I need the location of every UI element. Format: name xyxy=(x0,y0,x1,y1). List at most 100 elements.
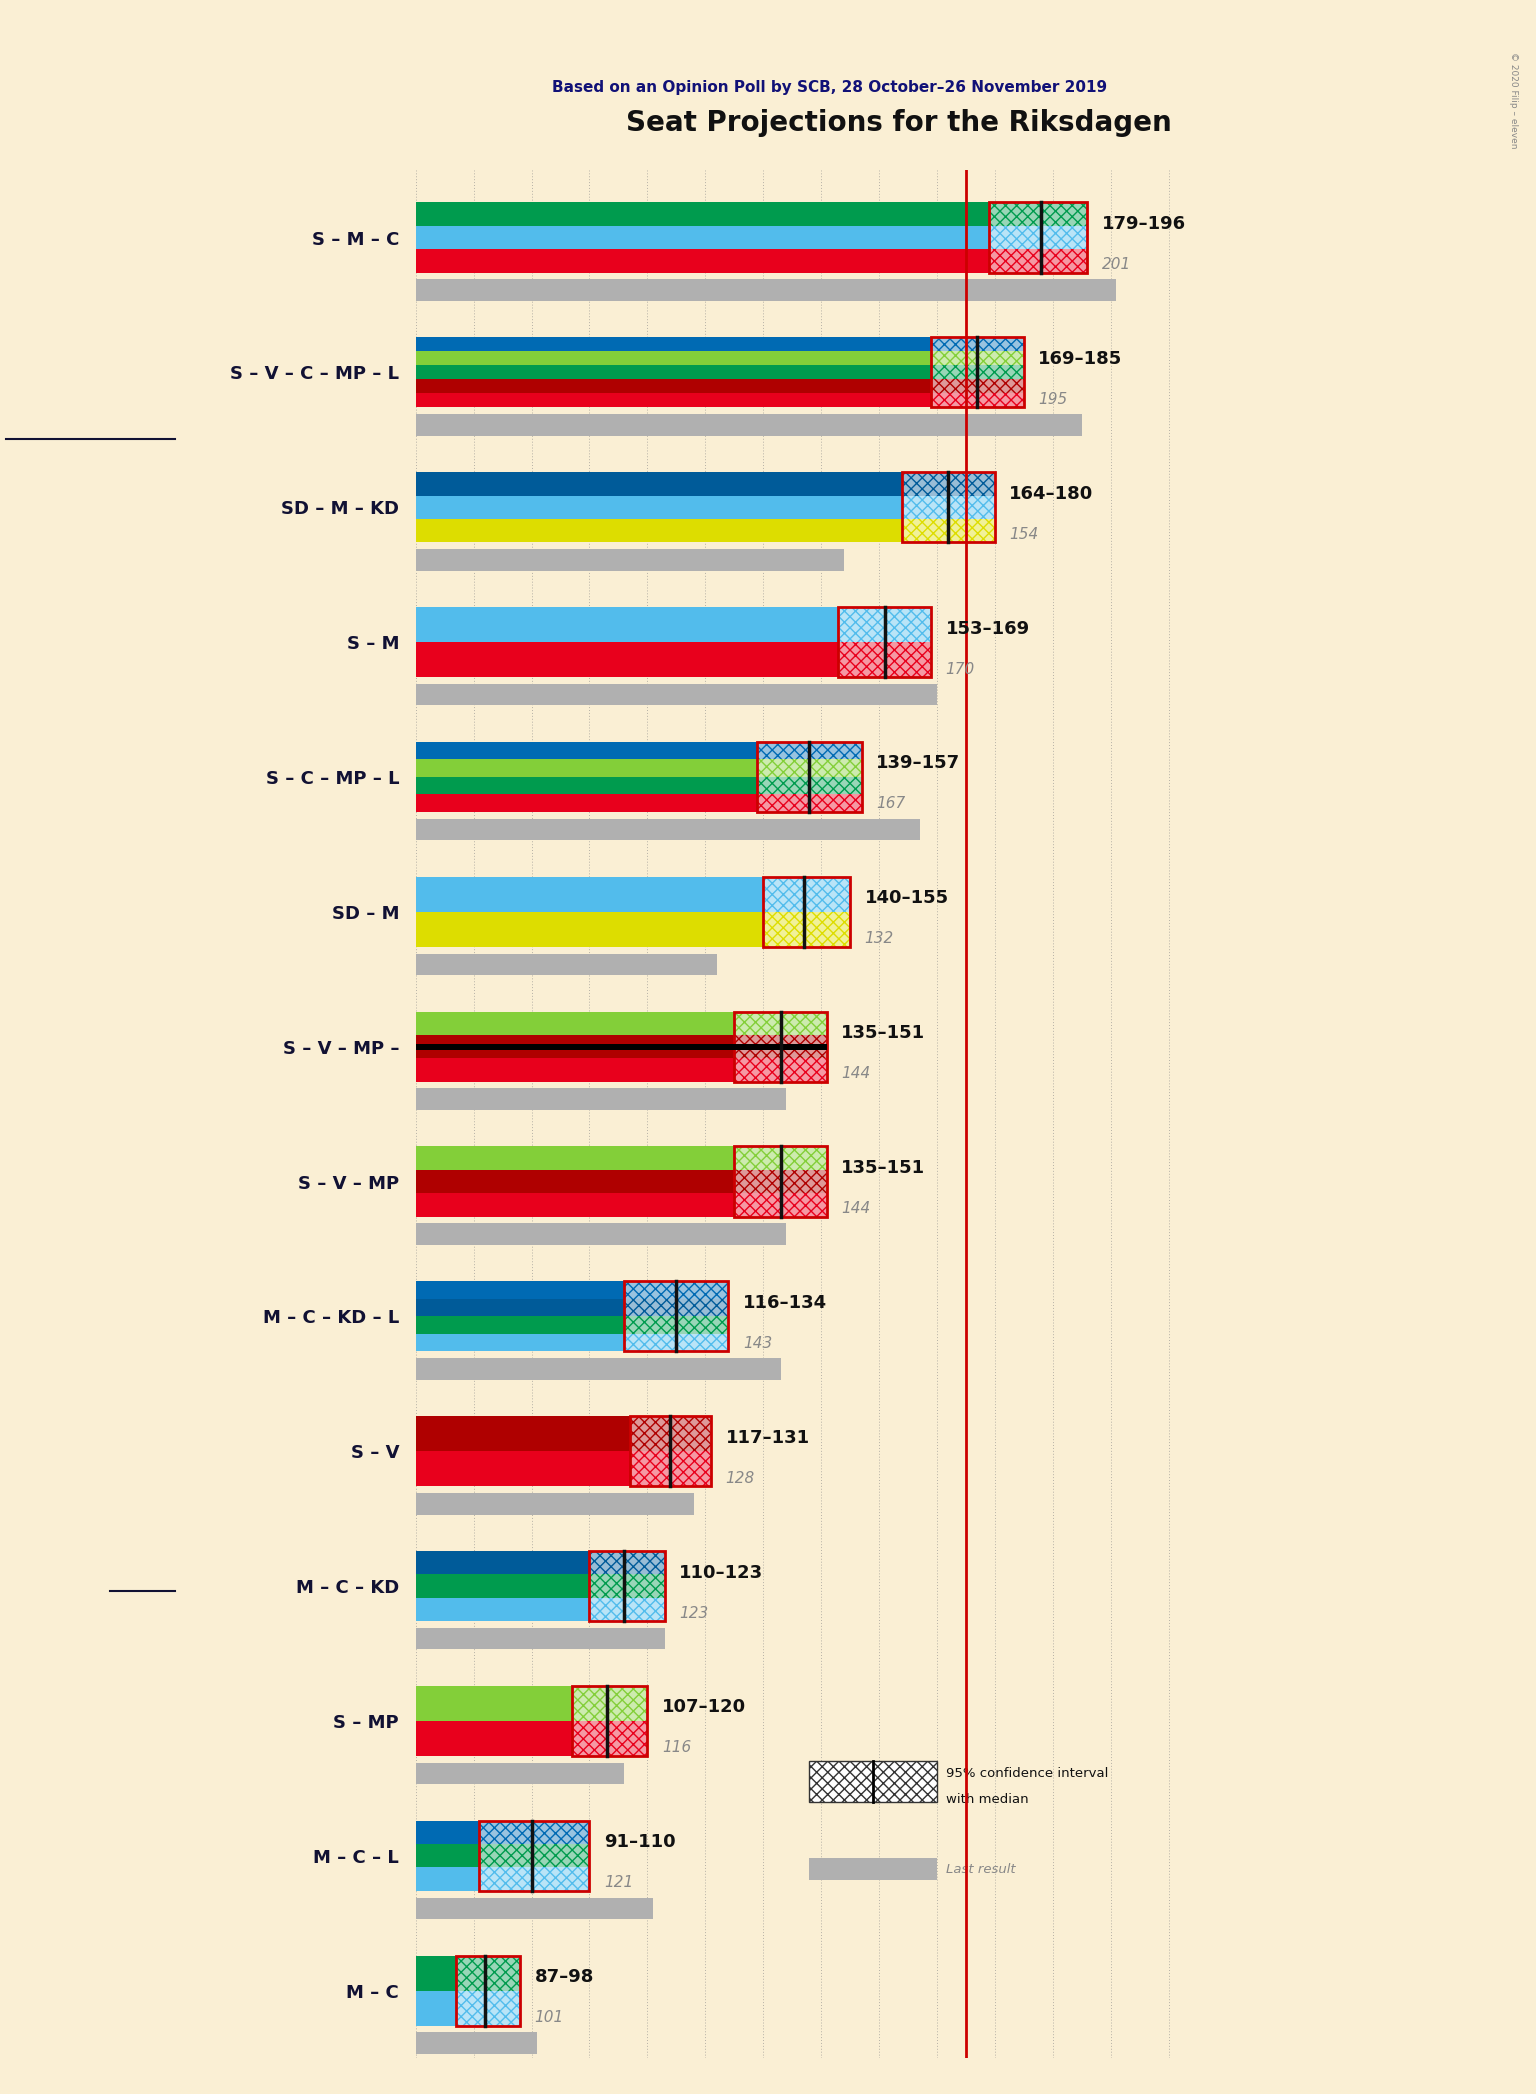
Bar xyxy=(416,1145,826,1171)
Bar xyxy=(931,364,1023,379)
Bar xyxy=(479,1845,590,1868)
Bar xyxy=(416,1845,590,1868)
Bar xyxy=(902,496,995,519)
Bar xyxy=(416,1011,826,1034)
Bar xyxy=(571,1686,647,1721)
Text: 154: 154 xyxy=(1009,528,1038,542)
Bar xyxy=(757,741,862,760)
Bar xyxy=(757,794,862,812)
Bar xyxy=(416,794,862,812)
Bar xyxy=(624,1282,728,1298)
Bar xyxy=(734,1171,826,1194)
Bar xyxy=(571,1721,647,1757)
Bar xyxy=(931,337,1023,352)
Bar xyxy=(757,777,862,794)
Bar xyxy=(757,777,862,794)
Bar xyxy=(590,1598,665,1621)
Bar xyxy=(989,203,1087,272)
Bar xyxy=(734,1011,826,1034)
Bar xyxy=(989,249,1087,272)
Bar xyxy=(416,279,1117,302)
Bar xyxy=(931,394,1023,408)
Bar xyxy=(416,352,1023,364)
Bar xyxy=(734,1194,826,1217)
Bar xyxy=(416,2033,538,2054)
Bar xyxy=(624,1334,728,1351)
Bar xyxy=(902,471,995,496)
Text: with median: with median xyxy=(946,1792,1028,1805)
Bar xyxy=(763,877,849,911)
Bar xyxy=(590,1552,665,1575)
Text: 135–151: 135–151 xyxy=(842,1160,926,1177)
Bar xyxy=(809,1859,937,1880)
Bar xyxy=(416,1043,826,1049)
Text: 195: 195 xyxy=(1038,392,1068,406)
Bar xyxy=(809,1761,937,1801)
Bar xyxy=(416,760,862,777)
Bar xyxy=(416,1298,728,1317)
Bar xyxy=(902,496,995,519)
Bar xyxy=(734,1145,826,1217)
Bar xyxy=(416,1416,711,1451)
Bar xyxy=(416,1897,653,1920)
Bar xyxy=(416,1057,826,1083)
Text: 116–134: 116–134 xyxy=(743,1294,826,1311)
Bar xyxy=(763,877,849,946)
Bar xyxy=(931,379,1023,394)
Bar xyxy=(416,1359,780,1380)
Bar xyxy=(416,1575,665,1598)
Bar xyxy=(839,643,931,676)
Bar xyxy=(931,337,1023,352)
Text: 144: 144 xyxy=(842,1066,871,1081)
Bar xyxy=(630,1416,711,1487)
Text: Last result: Last result xyxy=(946,1864,1015,1876)
Bar xyxy=(624,1317,728,1334)
Bar xyxy=(734,1034,826,1057)
Bar xyxy=(416,1493,694,1514)
Bar xyxy=(763,877,849,911)
Bar xyxy=(734,1057,826,1083)
Bar xyxy=(571,1686,647,1721)
Bar xyxy=(931,394,1023,408)
Bar xyxy=(989,226,1087,249)
Bar xyxy=(931,352,1023,364)
Bar xyxy=(416,953,717,976)
Text: 139–157: 139–157 xyxy=(876,754,960,773)
Bar xyxy=(630,1416,711,1451)
Bar xyxy=(989,203,1087,226)
Text: 167: 167 xyxy=(876,796,905,812)
Bar xyxy=(931,337,1023,408)
Bar xyxy=(416,1317,728,1334)
Bar xyxy=(456,1956,521,1991)
Bar xyxy=(479,1845,590,1868)
Bar xyxy=(456,1991,521,2025)
Bar xyxy=(456,1956,521,2025)
Bar xyxy=(416,226,1087,249)
Bar xyxy=(734,1145,826,1171)
Text: 201: 201 xyxy=(1101,258,1130,272)
Bar xyxy=(734,1011,826,1083)
Text: 116: 116 xyxy=(662,1740,691,1755)
Bar xyxy=(416,643,931,676)
Bar xyxy=(839,643,931,676)
Bar xyxy=(416,685,937,706)
Bar xyxy=(416,741,862,760)
Bar xyxy=(590,1575,665,1598)
Bar xyxy=(479,1820,590,1845)
Bar xyxy=(416,1552,665,1575)
Bar xyxy=(416,1991,521,2025)
Bar xyxy=(416,249,1087,272)
Bar xyxy=(931,352,1023,364)
Bar xyxy=(989,226,1087,249)
Bar xyxy=(416,1171,826,1194)
Bar xyxy=(624,1298,728,1317)
Bar xyxy=(416,1089,786,1110)
Bar xyxy=(416,819,920,840)
Bar xyxy=(571,1686,647,1757)
Bar xyxy=(630,1416,711,1451)
Bar xyxy=(416,1956,521,1991)
Bar xyxy=(416,1598,665,1621)
Bar xyxy=(416,415,1081,436)
Bar xyxy=(416,1223,786,1246)
Bar xyxy=(757,794,862,812)
